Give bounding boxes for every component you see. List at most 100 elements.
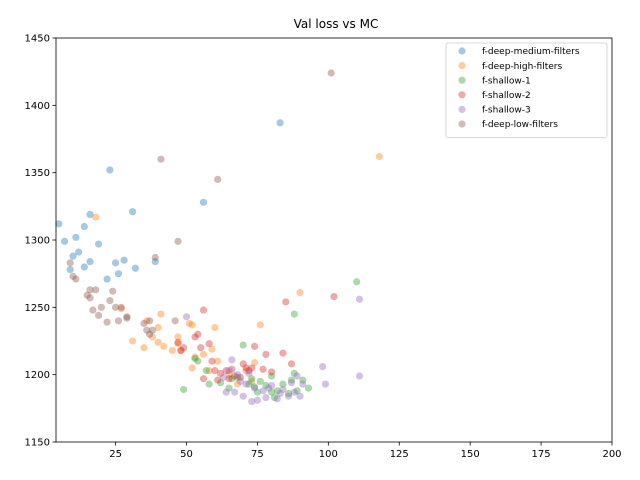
y-tick-label: 1400 [25,101,50,112]
data-point-f-deep-low-filters-6 [89,306,97,314]
data-point-f-deep-low-filters-22 [148,326,157,334]
data-point-f-shallow-3-12 [250,384,259,392]
data-point-f-shallow-2-21 [248,364,256,372]
data-point-f-deep-high-filters-4 [143,317,151,325]
data-point-f-shallow-1-4 [205,380,213,388]
x-tick-label: 25 [109,449,122,460]
data-point-f-shallow-2-11 [214,376,222,384]
data-point-f-shallow-2-23 [259,365,267,373]
data-point-f-shallow-2-0 [174,338,182,346]
data-point-f-deep-medium-filters-0 [55,220,63,228]
data-point-f-deep-high-filters-21 [211,323,219,332]
data-point-f-shallow-3-28 [321,380,330,388]
y-tick-label: 1150 [25,438,50,449]
data-point-f-deep-low-filters-14 [114,317,123,325]
data-point-f-shallow-3-1 [219,373,227,381]
data-point-f-shallow-1-12 [250,383,259,391]
data-point-f-shallow-1-0 [180,385,188,394]
legend: f-deep-medium-filters f-deep-high-filters… [445,42,608,138]
x-tick-label: 150 [461,449,480,460]
data-point-f-deep-high-filters-13 [177,346,185,355]
legend-marker-f-deep-high-filters [458,62,466,70]
legend-marker-f-shallow-3 [458,105,466,113]
data-point-f-shallow-1-7 [228,375,236,383]
data-point-f-shallow-2-2 [180,344,188,352]
data-point-f-deep-low-filters-11 [106,297,114,305]
data-point-f-shallow-2-9 [208,357,216,365]
data-point-f-deep-low-filters-10 [103,318,111,326]
data-point-f-deep-high-filters-18 [199,350,208,359]
data-point-f-shallow-3-27 [319,362,327,371]
data-point-f-deep-low-filters-16 [123,313,131,321]
data-point-f-deep-low-filters-2 [72,275,80,283]
data-point-f-shallow-3-24 [293,372,301,380]
data-point-f-shallow-1-5 [216,379,225,387]
data-point-f-shallow-3-13 [253,396,262,404]
legend-label-f-shallow-1: f-shallow-1 [482,76,531,86]
data-point-f-deep-low-filters-0 [66,259,74,267]
data-point-f-shallow-2-29 [330,292,338,301]
data-point-f-deep-medium-filters-1 [60,237,69,245]
data-point-f-shallow-2-3 [191,333,199,341]
data-point-f-shallow-3-16 [265,384,273,392]
data-point-f-deep-high-filters-28 [256,321,264,329]
data-point-f-shallow-2-24 [262,350,270,359]
data-point-f-deep-low-filters-13 [111,303,120,311]
data-point-f-shallow-1-21 [285,389,293,398]
y-tick-label: 1250 [25,303,50,314]
data-point-f-shallow-3-10 [245,369,253,377]
data-point-f-deep-high-filters-5 [148,333,157,341]
data-point-f-deep-medium-filters-14 [114,270,123,278]
data-point-f-deep-low-filters-18 [140,319,148,328]
data-point-f-shallow-2-22 [250,342,259,350]
data-point-f-deep-low-filters-12 [109,287,117,295]
data-point-f-shallow-2-14 [225,375,233,383]
data-point-f-shallow-3-6 [233,371,242,379]
data-point-f-shallow-1-17 [267,372,276,380]
data-point-f-shallow-1-8 [233,373,242,381]
y-tick-label: 1300 [25,236,50,247]
data-point-f-shallow-3-30 [355,295,364,303]
data-point-f-deep-high-filters-10 [168,346,176,355]
y-tick-label: 1350 [25,168,50,179]
data-point-f-deep-high-filters-24 [233,380,242,388]
data-point-f-shallow-3-25 [296,392,304,400]
data-point-f-deep-high-filters-30 [375,152,383,161]
data-point-f-shallow-1-13 [253,388,262,396]
chart-title: Val loss vs MC [294,17,379,31]
data-point-f-shallow-1-26 [299,376,307,384]
data-point-f-shallow-2-8 [205,340,213,348]
data-point-f-deep-low-filters-28 [327,69,335,77]
data-point-f-shallow-3-17 [267,381,276,390]
points-layer [55,69,383,406]
y-tick-label: 1450 [25,34,50,45]
data-point-f-shallow-2-17 [236,373,244,381]
data-point-f-shallow-2-19 [242,364,250,372]
data-point-f-deep-low-filters-8 [94,311,103,320]
x-tick-label: 125 [390,449,409,460]
data-point-f-deep-high-filters-20 [208,345,216,353]
data-point-f-shallow-3-19 [276,389,284,398]
data-point-f-deep-medium-filters-17 [131,264,140,272]
x-tick-label: 175 [532,449,551,460]
data-point-f-shallow-3-7 [236,377,244,385]
data-point-f-deep-medium-filters-2 [66,266,74,274]
x-axis-ticks: 25 50 75 100 125 150 175 200 [109,442,622,460]
data-point-f-deep-high-filters-12 [174,340,182,348]
legend-label-f-deep-low-filters: f-deep-low-filters [482,120,558,130]
data-point-f-deep-high-filters-19 [205,367,213,375]
data-point-f-shallow-3-26 [299,380,307,388]
data-point-f-shallow-2-16 [231,372,239,380]
data-point-f-shallow-2-26 [279,349,287,357]
data-point-f-shallow-1-9 [239,341,247,349]
data-point-f-deep-low-filters-25 [171,317,179,325]
data-point-f-deep-medium-filters-12 [106,166,114,174]
x-tick-label: 75 [251,449,264,460]
data-point-f-deep-high-filters-25 [242,367,250,375]
data-point-f-shallow-2-12 [216,369,225,377]
legend-marker-f-deep-low-filters [458,120,466,128]
data-point-f-shallow-1-10 [245,380,253,388]
data-point-f-shallow-3-3 [225,367,233,375]
data-point-f-deep-high-filters-11 [174,333,182,341]
data-point-f-shallow-2-18 [239,360,247,368]
